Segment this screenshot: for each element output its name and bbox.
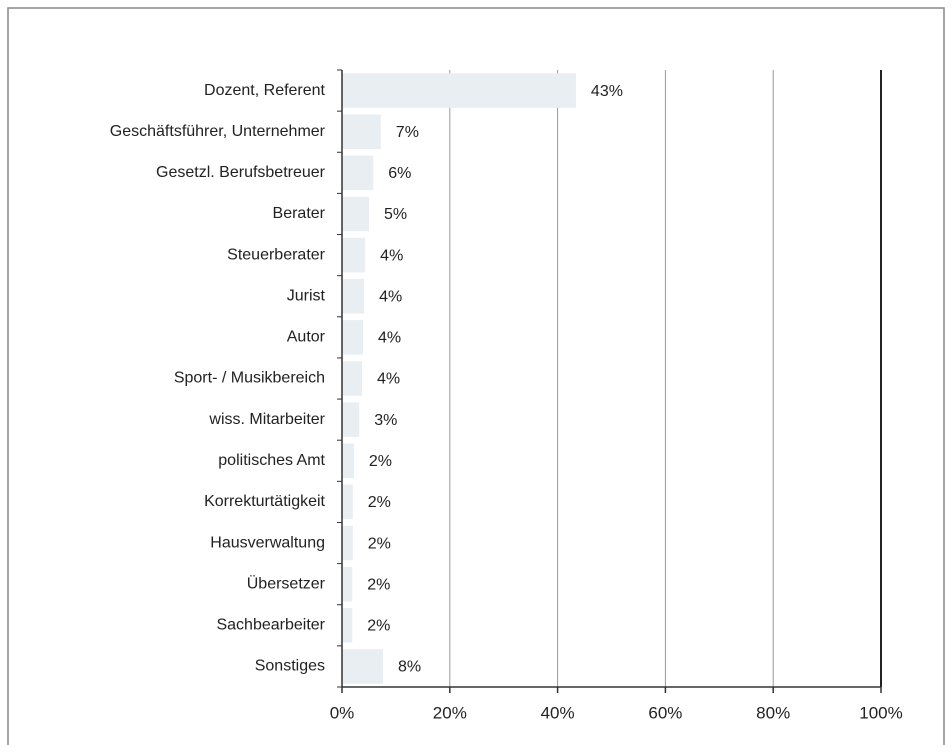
y-tick-label: Korrekturtätigkeit [204, 493, 325, 510]
value-label: 2% [369, 453, 392, 470]
value-label: 2% [368, 535, 391, 552]
value-label: 2% [368, 494, 391, 511]
y-tick-label: Sachbearbeiter [216, 617, 325, 634]
y-tick-label: Jurist [287, 287, 326, 304]
value-label: 2% [367, 618, 390, 635]
x-tick-label: 20% [433, 703, 467, 722]
value-label: 4% [380, 247, 403, 264]
value-label: 43% [591, 83, 623, 100]
value-label: 6% [388, 165, 411, 182]
x-tick-label: 60% [648, 703, 682, 722]
bar [342, 320, 364, 355]
bar [342, 73, 576, 108]
y-tick-label: Übersetzer [247, 574, 326, 592]
bar [342, 196, 369, 232]
y-tick-label: Sonstiges [255, 658, 325, 675]
value-label: 4% [377, 371, 400, 388]
value-label: 3% [374, 412, 397, 429]
value-label: 8% [398, 659, 421, 676]
y-tick-label: Geschäftsführer, Unternehmer [110, 123, 326, 140]
bar [342, 278, 365, 314]
frame [7, 7, 945, 745]
bar [342, 525, 353, 561]
y-tick-label: Sport- / Musikbereich [174, 370, 325, 387]
y-tick-label: Steuerberater [227, 246, 326, 263]
bar [342, 237, 366, 273]
y-tick-label: wiss. Mitarbeiter [208, 411, 325, 428]
bar [342, 649, 383, 684]
y-tick-label: politisches Amt [218, 452, 325, 469]
y-tick-label: Hausverwaltung [210, 534, 325, 551]
y-tick-label: Gesetzl. Berufsbetreuer [156, 164, 326, 181]
value-label: 5% [384, 206, 407, 223]
bar [342, 402, 360, 437]
value-label: 2% [367, 576, 390, 593]
y-tick-label: Dozent, Referent [204, 82, 326, 99]
bar [342, 484, 353, 520]
value-label: 4% [379, 288, 402, 305]
y-tick-label: Berater [273, 205, 326, 222]
x-tick-label: 40% [541, 703, 575, 722]
value-label: 4% [378, 330, 401, 347]
bar [342, 566, 353, 602]
x-tick-label: 0% [330, 703, 355, 722]
bar [342, 155, 374, 191]
value-label: 7% [396, 124, 419, 141]
bar [342, 608, 353, 643]
bar [342, 114, 381, 149]
x-tick-label: 80% [756, 703, 790, 722]
x-tick-label: 100% [859, 703, 902, 722]
y-tick-label: Autor [287, 329, 326, 346]
bar [342, 443, 354, 479]
bar [342, 361, 362, 396]
